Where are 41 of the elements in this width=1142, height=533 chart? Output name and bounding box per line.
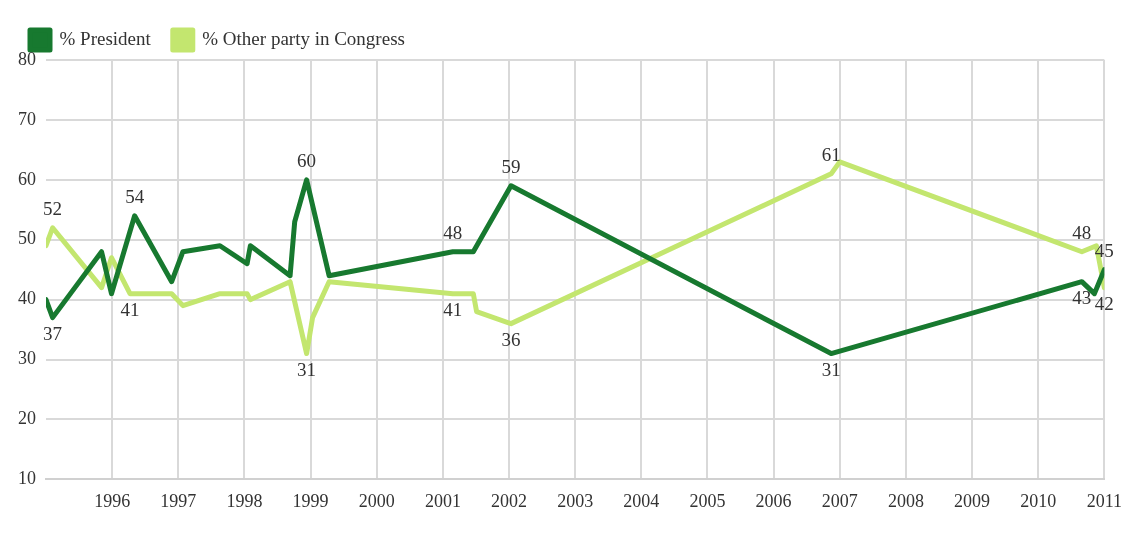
x-tick-label: 2009	[954, 490, 991, 511]
data-label: 54	[125, 186, 145, 208]
legend-label: % Other party in Congress	[202, 27, 405, 49]
y-tick-label: 30	[18, 348, 36, 369]
x-tick-label: 2006	[755, 490, 792, 511]
x-tick-label: 2004	[623, 490, 660, 511]
data-label: 43	[1072, 287, 1092, 309]
x-tick-label: 2007	[821, 490, 858, 511]
data-label: 41	[443, 299, 463, 321]
y-tick-label: 60	[18, 168, 36, 189]
data-label: 60	[297, 150, 317, 172]
x-tick-label: 2003	[557, 490, 594, 511]
y-tick-label: 80	[18, 48, 36, 69]
y-tick-label: 70	[18, 108, 36, 129]
y-tick-label: 10	[18, 468, 36, 489]
y-tick-label: 40	[18, 288, 36, 309]
data-label: 48	[443, 222, 463, 244]
y-tick-label: 20	[18, 408, 36, 429]
data-label: 31	[821, 359, 841, 381]
x-tick-label: 2011	[1086, 490, 1123, 511]
x-tick-label: 1998	[226, 490, 263, 511]
data-label: 37	[43, 323, 63, 345]
data-label: 61	[821, 144, 841, 166]
data-label: 42	[1094, 293, 1114, 315]
x-tick-label: 2002	[491, 490, 528, 511]
data-label: 31	[297, 359, 317, 381]
data-label: 52	[43, 198, 63, 220]
x-tick-label: 1999	[292, 490, 329, 511]
x-tick-label: 2008	[887, 490, 924, 511]
data-label: 59	[501, 156, 521, 178]
data-label: 41	[120, 299, 140, 321]
x-tick-label: 1996	[94, 490, 131, 511]
x-tick-label: 2010	[1020, 490, 1057, 511]
data-label: 36	[501, 329, 521, 351]
x-tick-label: 1997	[160, 490, 197, 511]
x-tick-label: 2005	[689, 490, 726, 511]
legend-label: % President	[59, 27, 152, 49]
x-tick-label: 2001	[424, 490, 461, 511]
y-tick-label: 50	[18, 228, 36, 249]
x-tick-label: 2000	[358, 490, 395, 511]
data-label: 48	[1072, 222, 1092, 244]
